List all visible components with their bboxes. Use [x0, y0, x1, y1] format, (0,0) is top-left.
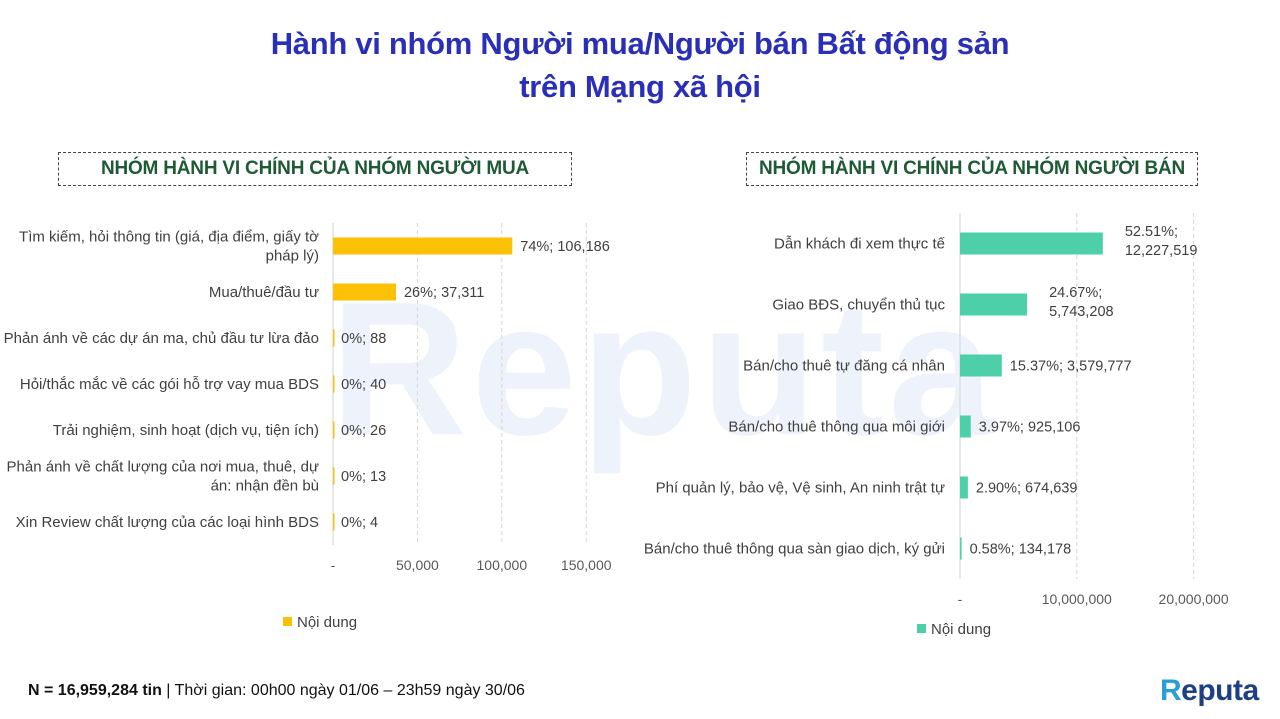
bar — [333, 329, 335, 347]
legend-swatch — [283, 617, 292, 626]
buyer-chart: - 50,000 100,000 150,000 Tìm kiếm, hỏi thông… — [4, 223, 612, 631]
buyer-chart-title: NHÓM HÀNH VI CHÍNH CỦA NHÓM NGƯỜI MUA — [58, 152, 572, 186]
data-label: 0.58%; 134,178 — [970, 542, 1072, 558]
reputa-logo: Reputa — [1160, 674, 1259, 707]
data-label: 74%; 106,186 — [520, 239, 610, 255]
data-label: 3.97%; 925,106 — [979, 420, 1081, 436]
category-label: Bán/cho thuê tự đăng cá nhân — [743, 358, 945, 375]
bar — [333, 467, 335, 485]
category-label: Dẫn khách đi xem thực tế — [774, 236, 946, 253]
category-label: án: nhận đền bù — [211, 478, 319, 495]
x-tick-label: 50,000 — [396, 557, 439, 573]
legend-label: Nội dung — [931, 621, 991, 638]
category-label: Phản ánh về chất lượng của nơi mua, thuê… — [7, 459, 319, 476]
category-label: Giao BĐS, chuyển thủ tục — [772, 297, 945, 314]
x-tick-label: 20,000,000 — [1159, 591, 1229, 607]
data-label: 0%; 4 — [341, 515, 378, 531]
category-label: Phản ánh về các dự án ma, chủ đầu tư lừa… — [4, 330, 319, 347]
bar — [333, 375, 335, 393]
data-label: 15.37%; 3,579,777 — [1010, 359, 1132, 375]
seller-chart: - 10,000,000 20,000,000 Dẫn khách đi xem th… — [644, 213, 1229, 638]
bar — [960, 232, 1103, 255]
bar — [960, 476, 968, 499]
category-label: Trải nghiệm, sinh hoạt (dịch vụ, tiện íc… — [53, 422, 319, 439]
x-tick-label: 10,000,000 — [1042, 591, 1112, 607]
category-label: Bán/cho thuê thông qua sàn giao dịch, ký… — [644, 541, 945, 558]
category-label: pháp lý) — [266, 248, 319, 265]
category-label: Xin Review chất lượng của các loại hình … — [16, 514, 319, 531]
sample-size: N = 16,959,284 tin — [28, 682, 162, 699]
category-label: Tìm kiếm, hỏi thông tin (giá, địa điểm, … — [19, 229, 319, 246]
bar — [333, 421, 335, 439]
x-tick-label: - — [958, 591, 963, 607]
category-label: Hỏi/thắc mắc về các gói hỗ trợ vay mua B… — [20, 376, 319, 393]
bar — [960, 293, 1028, 316]
bar — [960, 354, 1002, 377]
page-title: Hành vi nhóm Người mua/Người bán Bất độn… — [0, 22, 1280, 108]
data-label: 0%; 13 — [341, 469, 386, 485]
seller-chart-title: NHÓM HÀNH VI CHÍNH CỦA NHÓM NGƯỜI BÁN — [746, 152, 1198, 186]
title-line-2: trên Mạng xã hội — [519, 69, 761, 104]
bar — [333, 513, 335, 531]
legend-swatch — [917, 624, 926, 633]
data-label: 5,743,208 — [1049, 304, 1114, 320]
x-tick-label: 100,000 — [477, 557, 528, 573]
legend-label: Nội dung — [297, 614, 357, 631]
data-label: 0%; 88 — [341, 331, 386, 347]
time-period: | Thời gian: 00h00 ngày 01/06 – 23h59 ng… — [161, 682, 525, 699]
bar — [333, 237, 513, 255]
bar — [960, 415, 971, 438]
bar — [960, 537, 962, 560]
data-label: 26%; 37,311 — [404, 285, 484, 301]
footer: N = 16,959,284 tin | Thời gian: 00h00 ng… — [28, 682, 525, 700]
data-label: 24.67%; — [1049, 285, 1102, 301]
category-label: Bán/cho thuê thông qua môi giới — [728, 419, 945, 436]
x-tick-label: 150,000 — [561, 557, 612, 573]
category-label: Mua/thuê/đầu tư — [209, 284, 319, 301]
bar — [333, 283, 396, 301]
title-line-1: Hành vi nhóm Người mua/Người bán Bất độn… — [270, 26, 1010, 61]
data-label: 0%; 26 — [341, 423, 386, 439]
data-label: 52.51%; — [1125, 224, 1178, 240]
data-label: 12,227,519 — [1125, 243, 1198, 259]
category-label: Phí quản lý, bảo vệ, Vệ sinh, An ninh tr… — [656, 480, 945, 497]
data-label: 0%; 40 — [341, 377, 386, 393]
x-tick-label: - — [331, 557, 336, 573]
data-label: 2.90%; 674,639 — [976, 481, 1078, 497]
